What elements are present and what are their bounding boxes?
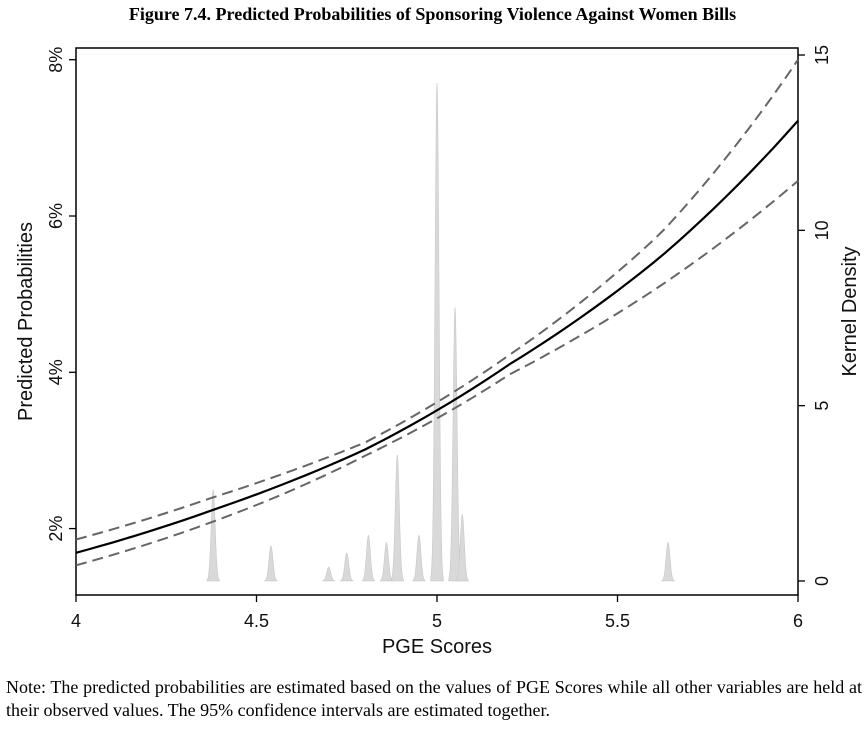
x-tick-label: 5	[432, 611, 442, 631]
density-peak-7	[412, 534, 426, 582]
density-peak-3	[340, 552, 354, 582]
figure-title: Figure 7.4. Predicted Probabilities of S…	[128, 4, 737, 24]
x-tick-label: 4	[71, 611, 81, 631]
y-tick-label: 6%	[46, 203, 66, 229]
density-peak-6	[390, 454, 404, 582]
density-peak-2	[322, 566, 336, 582]
density-peak-10	[455, 513, 469, 582]
figure-note: Note: The predicted probabilities are es…	[6, 677, 862, 720]
y-axis-left: 2% 4% 6% 8%	[46, 47, 76, 542]
density-peak-1	[264, 545, 278, 582]
y-tick-label: 4%	[46, 359, 66, 385]
x-axis-label: PGE Scores	[382, 636, 492, 658]
x-tick-label: 4.5	[244, 611, 269, 631]
series-line-estimate	[75, 119, 799, 554]
x-tick-label: 6	[793, 611, 803, 631]
density-peak-9	[448, 307, 462, 582]
density-peak-5	[379, 541, 394, 582]
y-tick-label: 8%	[46, 47, 66, 73]
density-peak-8	[430, 83, 444, 582]
series-line-upper	[75, 59, 799, 541]
chart: 4 4.5 5 5.5 6 2% 4% 6% 8% 0 5 10 15 PGE Scores Pre…	[15, 45, 861, 658]
density-layer	[206, 83, 675, 582]
density-peak-4	[361, 534, 376, 582]
y2-tick-label: 5	[812, 401, 832, 411]
y2-tick-label: 15	[812, 45, 832, 65]
y2-tick-label: 0	[812, 576, 832, 586]
y-axis-label: Predicted Probabilities	[15, 222, 37, 421]
y2-axis-label: Kernel Density	[839, 246, 861, 376]
density-peak-11	[661, 541, 675, 582]
y-axis-right: 0 5 10 15	[798, 45, 832, 586]
y-tick-label: 2%	[46, 516, 66, 542]
y2-tick-label: 10	[812, 220, 832, 240]
x-axis: 4 4.5 5 5.5 6	[71, 595, 803, 631]
density-peak-0	[206, 489, 220, 582]
x-tick-label: 5.5	[605, 611, 630, 631]
lines-layer	[75, 59, 799, 567]
series-line-lower	[75, 180, 799, 567]
